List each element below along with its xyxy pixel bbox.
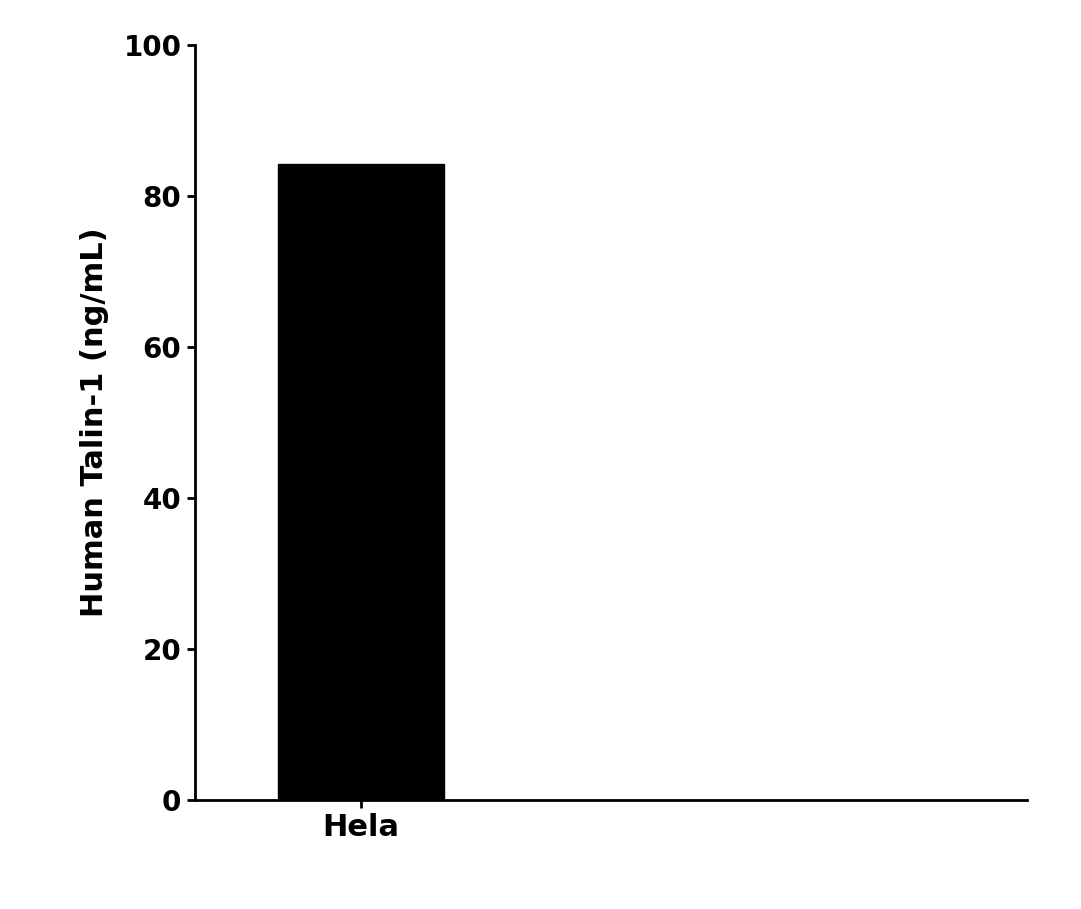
Bar	[278, 164, 444, 800]
Y-axis label: Human Talin-1 (ng/mL): Human Talin-1 (ng/mL)	[80, 228, 109, 617]
